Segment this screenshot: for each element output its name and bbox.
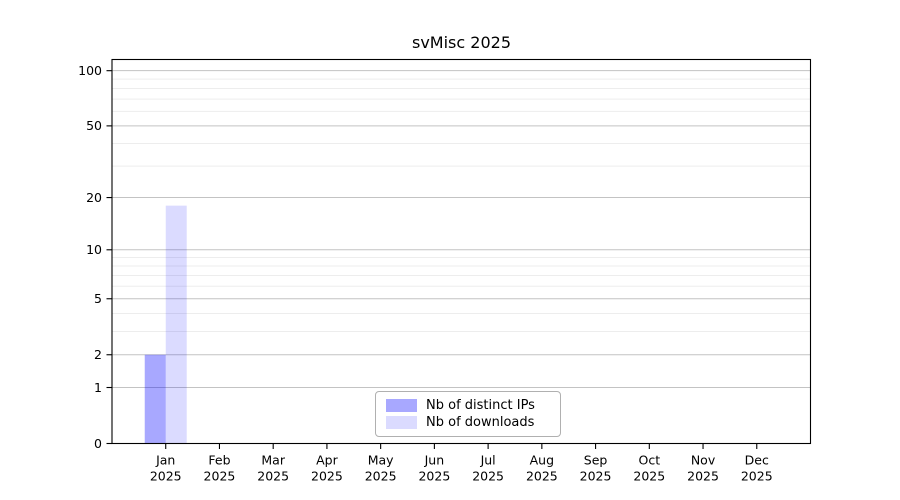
legend-label-downloads: Nb of downloads bbox=[426, 415, 535, 431]
chart-title: svMisc 2025 bbox=[412, 33, 511, 52]
x-tick-label-dec: Dec 2025 bbox=[741, 453, 773, 484]
y-tick-label-2: 2 bbox=[94, 347, 102, 362]
legend: Nb of distinct IPs Nb of downloads bbox=[375, 391, 561, 437]
x-tick-label-sep: Sep 2025 bbox=[580, 453, 612, 484]
legend-label-distinct-ips: Nb of distinct IPs bbox=[426, 397, 535, 413]
y-tick-label-10: 10 bbox=[86, 242, 102, 257]
x-tick-label-mar: Mar 2025 bbox=[257, 453, 289, 484]
y-tick-label-1: 1 bbox=[94, 380, 102, 395]
x-tick-label-feb: Feb 2025 bbox=[204, 453, 236, 484]
x-tick-label-jul: Jul 2025 bbox=[472, 453, 504, 484]
plot-frame bbox=[111, 58, 812, 445]
y-tick-label-100: 100 bbox=[78, 63, 102, 78]
legend-swatch-downloads bbox=[386, 416, 417, 430]
y-tick-label-50: 50 bbox=[86, 118, 102, 133]
x-tick-label-oct: Oct 2025 bbox=[633, 453, 665, 484]
y-tick-label-5: 5 bbox=[94, 291, 102, 306]
bar-nb-of-downloads-jan bbox=[165, 205, 187, 444]
x-tick-label-aug: Aug 2025 bbox=[526, 453, 558, 484]
y-tick-label-20: 20 bbox=[86, 190, 102, 205]
x-tick-label-nov: Nov 2025 bbox=[687, 453, 719, 484]
legend-swatch-distinct-ips bbox=[386, 398, 417, 412]
x-tick-label-may: May 2025 bbox=[365, 453, 397, 484]
x-tick-label-apr: Apr 2025 bbox=[311, 453, 343, 484]
x-tick-label-jun: Jun 2025 bbox=[418, 453, 450, 484]
legend-item-downloads: Nb of downloads bbox=[386, 415, 552, 430]
y-tick-label-0: 0 bbox=[94, 436, 102, 451]
bar-nb-of-distinct-ips-jan bbox=[144, 354, 166, 444]
legend-item-distinct-ips: Nb of distinct IPs bbox=[386, 398, 552, 413]
x-tick-label-jan: Jan 2025 bbox=[150, 453, 182, 484]
